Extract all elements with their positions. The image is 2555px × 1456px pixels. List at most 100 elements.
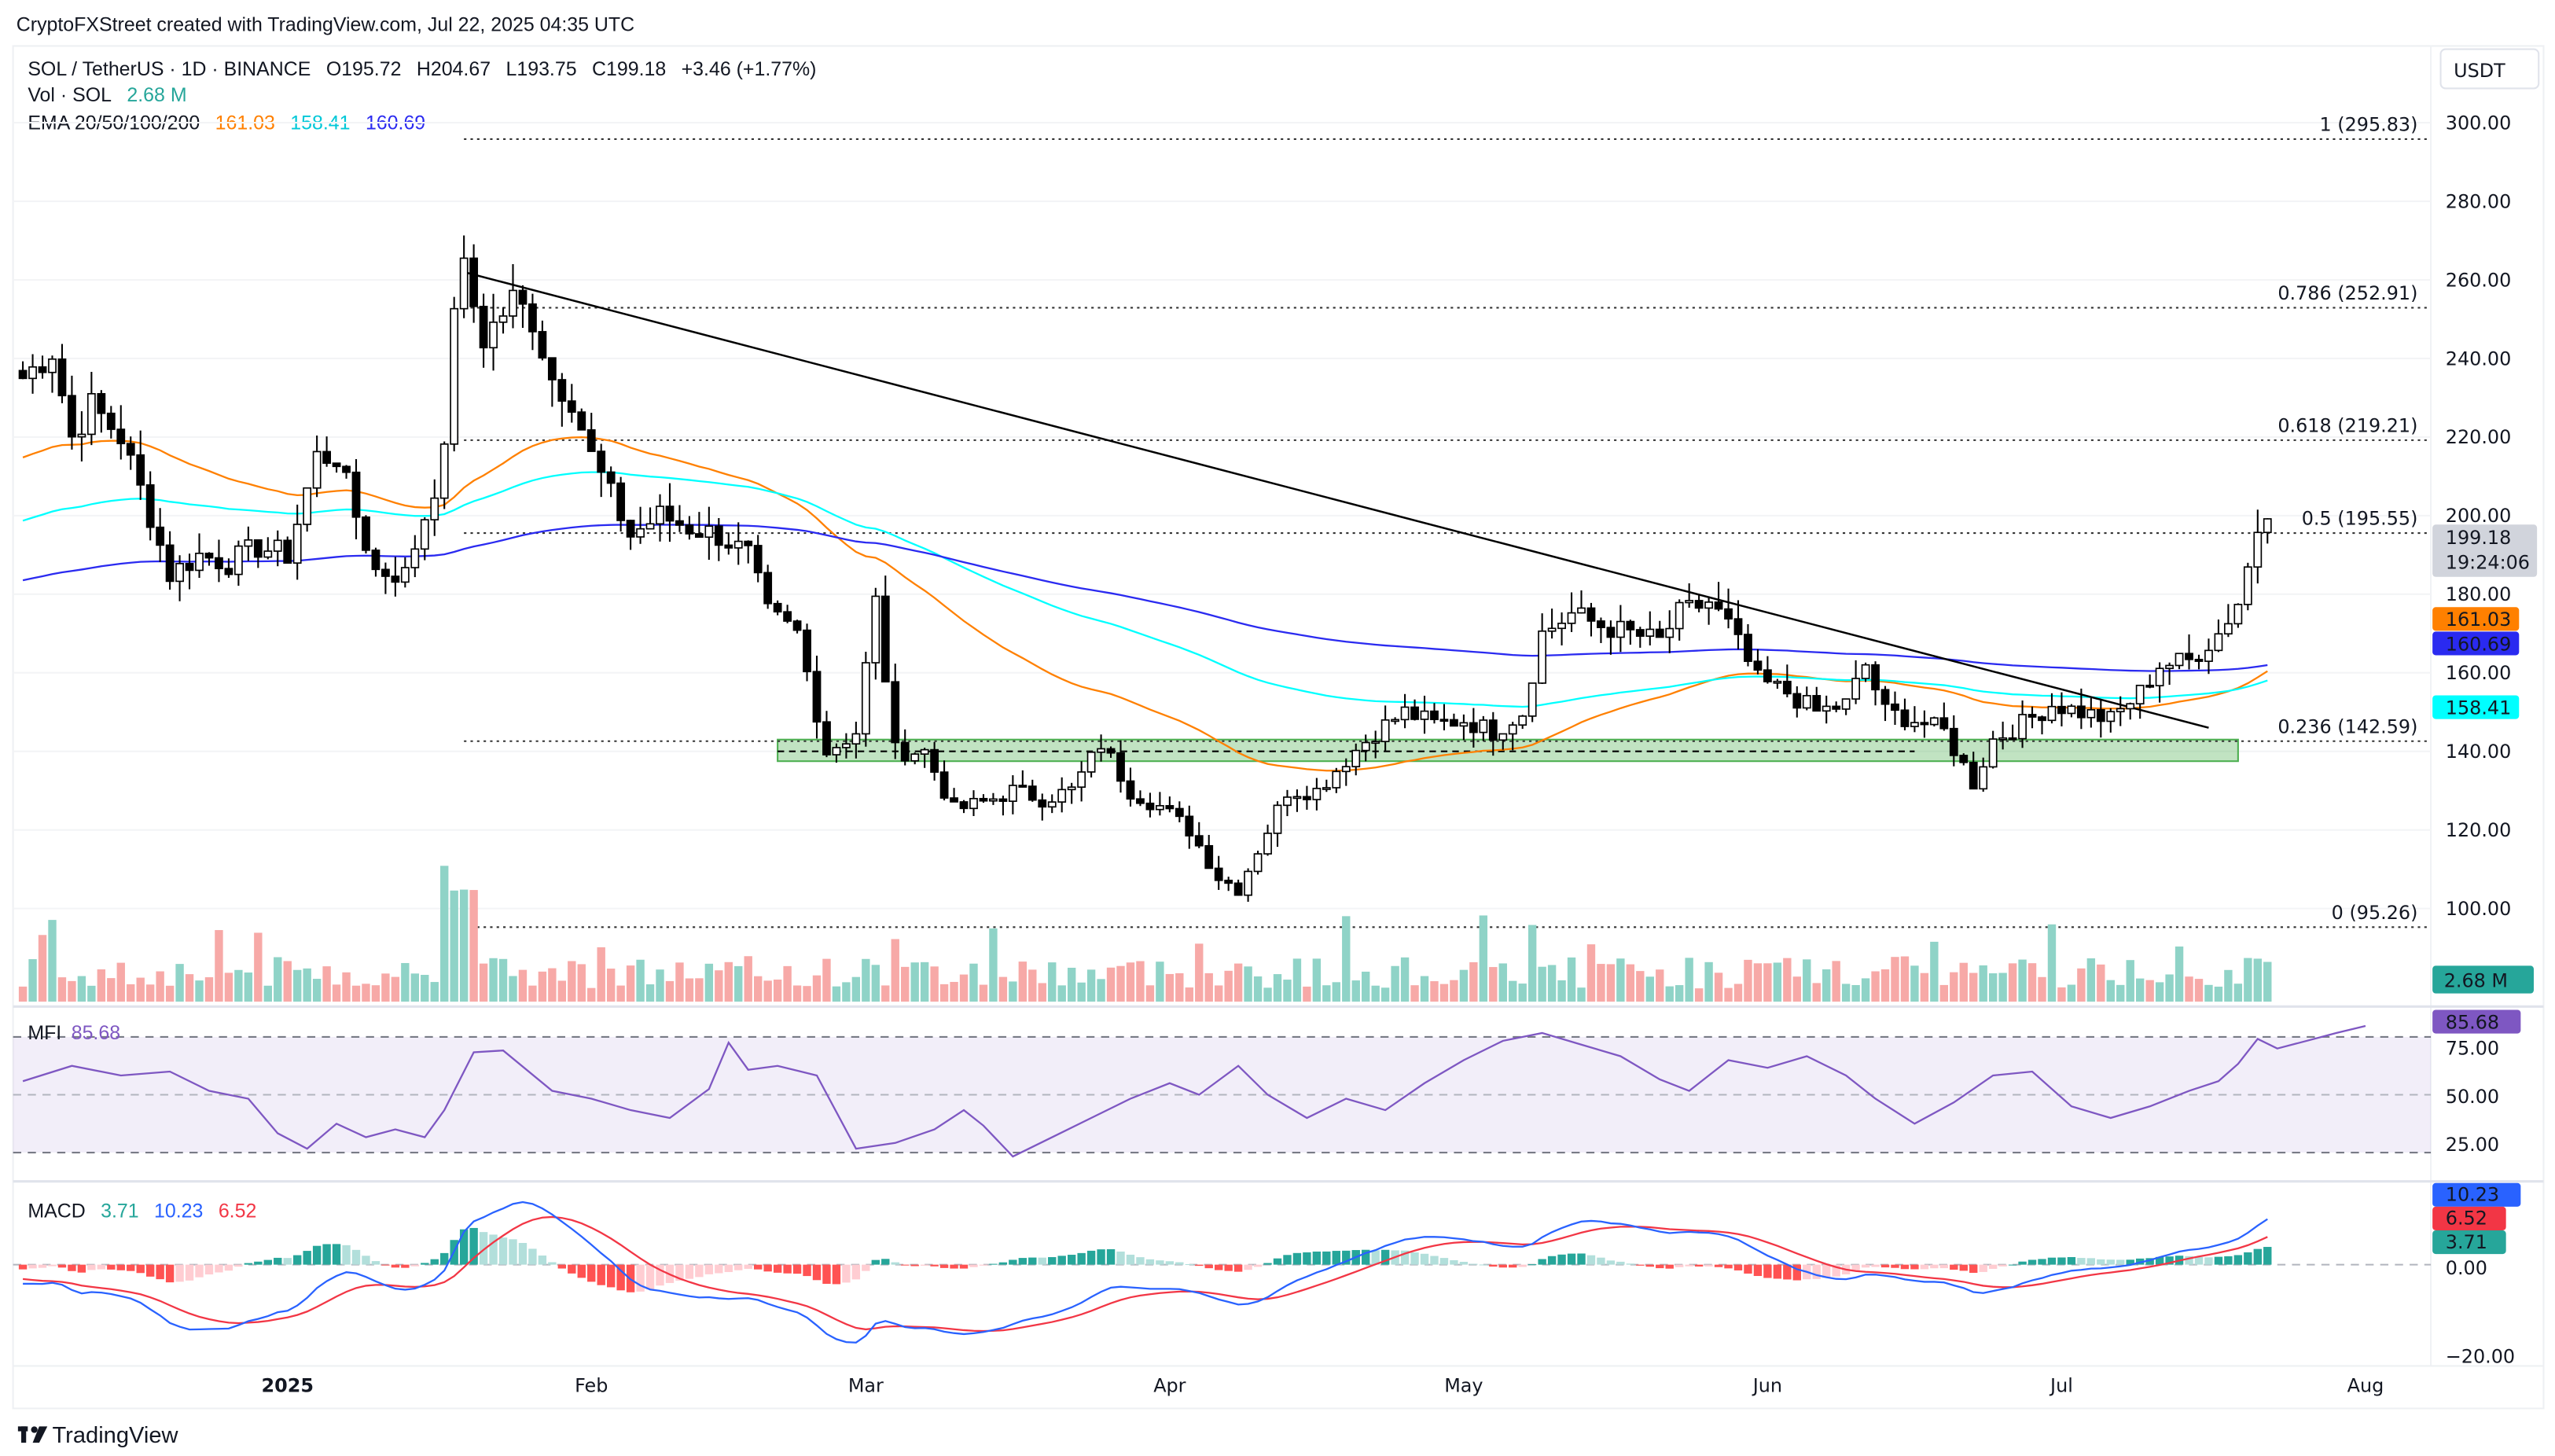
candle-body: [126, 443, 135, 456]
macd-histogram-bar: [2047, 1257, 2057, 1265]
candle: [2233, 603, 2243, 628]
macd-histogram-bar: [1685, 1264, 1693, 1267]
candle-body: [2067, 705, 2076, 715]
candle-body: [2116, 708, 2125, 713]
macd-histogram-bar: [195, 1264, 204, 1278]
macd-histogram-bar: [2233, 1255, 2243, 1265]
volume-bars: [18, 866, 2272, 1002]
candle: [675, 505, 684, 532]
candle-body: [2106, 711, 2116, 722]
candle-body: [1292, 796, 1302, 800]
volume-bar: [57, 977, 67, 1002]
macd-histogram-bar: [1704, 1264, 1713, 1267]
candle-body: [1685, 600, 1694, 604]
macd-legend-label: MACD: [28, 1200, 85, 1222]
candle-body: [1655, 628, 1664, 638]
currency-button[interactable]: [2439, 48, 2540, 90]
candle: [2165, 662, 2174, 686]
volume-bar: [1009, 981, 1017, 1002]
macd-histogram-bar: [263, 1259, 272, 1265]
candle: [900, 729, 910, 766]
candle-body: [322, 450, 332, 464]
volume-bar: [597, 947, 605, 1002]
grid: [13, 122, 2432, 910]
candle-body: [391, 575, 400, 583]
candle-body: [989, 798, 998, 802]
volume-bar: [812, 975, 822, 1002]
candle-body: [450, 307, 459, 445]
volume-bar: [2077, 968, 2086, 1002]
macd-histogram-bar: [734, 1264, 743, 1270]
volume-bar: [979, 984, 988, 1002]
volume-bar: [1861, 978, 1870, 1002]
candle-body: [1391, 719, 1400, 722]
macd-histogram-bar: [28, 1264, 37, 1269]
volume-bar: [1057, 985, 1066, 1002]
candle-body: [469, 257, 479, 307]
mfi-value: 85.68: [72, 1022, 120, 1044]
volume-bar: [38, 935, 47, 1002]
candle-body: [509, 289, 517, 317]
price-tick: 140.00: [2446, 741, 2512, 763]
macd-histogram-bar: [274, 1257, 282, 1265]
candle: [597, 443, 606, 498]
symbol-name[interactable]: SOL / TetherUS · 1D · BINANCE: [28, 58, 311, 80]
price-tick: 240.00: [2446, 347, 2512, 370]
macd-histogram-bar: [1332, 1251, 1341, 1265]
price-axis[interactable]: 300.00 280.00 260.00 240.00 220.00 200.00 180.…: [2432, 112, 2538, 994]
candle: [489, 293, 498, 371]
candle-body: [2204, 649, 2213, 662]
volume-bar: [1332, 982, 1341, 1002]
trendline[interactable]: [463, 270, 2209, 729]
macd-histogram-bar: [322, 1244, 331, 1265]
tradingview-logo[interactable]: TradingView: [17, 1423, 179, 1448]
price-tick: 220.00: [2446, 426, 2512, 448]
candle-body: [832, 747, 841, 756]
candle: [636, 506, 645, 544]
volume-bar: [1018, 961, 1028, 1002]
time-tick: Jul: [2049, 1375, 2073, 1397]
volume-bar: [479, 963, 488, 1002]
time-axis[interactable]: 2025 Feb Mar Apr May Jun Jul Aug: [262, 1375, 2384, 1397]
macd-histogram-bar: [254, 1261, 263, 1265]
candle: [626, 520, 635, 550]
volume-bar: [734, 965, 743, 1002]
macd-tag-text: 10.23: [2446, 1184, 2499, 1206]
volume-bar: [1233, 963, 1243, 1002]
candle-body: [1047, 801, 1057, 808]
candle-body: [1949, 727, 1958, 756]
candle: [1400, 693, 1410, 729]
macd-histogram-bar: [1636, 1264, 1645, 1266]
volume-bar: [185, 974, 194, 1002]
candle: [1567, 592, 1576, 632]
candle-body: [1273, 804, 1282, 834]
volume-bar: [1675, 985, 1684, 1002]
candle: [763, 564, 773, 609]
volume-bar: [1910, 965, 1919, 1002]
macd-histogram-bar: [763, 1264, 772, 1272]
volume-bar: [421, 975, 429, 1002]
price-tick: 160.00: [2446, 662, 2512, 684]
candle-body: [362, 516, 370, 551]
candle: [38, 355, 47, 379]
volume-legend[interactable]: Vol · SOL 2.68 M: [28, 84, 186, 106]
volume-bar: [1077, 982, 1086, 1002]
volume-bar: [362, 984, 370, 1002]
volume-bar: [1704, 961, 1713, 1002]
candle: [215, 539, 223, 583]
macd-histogram-bar: [724, 1264, 733, 1273]
macd-legend[interactable]: MACD 3.71 10.23 6.52: [28, 1200, 256, 1222]
candle-body: [2135, 684, 2145, 705]
mfi-legend[interactable]: MFI 85.68: [28, 1022, 120, 1044]
candle: [1479, 715, 1488, 741]
macd-histogram-bar: [1509, 1264, 1517, 1268]
ohlc-open: O195.72: [326, 58, 402, 80]
candle: [381, 562, 390, 594]
volume-bar: [1969, 973, 1978, 1002]
candle-body: [283, 539, 292, 564]
candle-body: [1891, 703, 1899, 711]
price-tick: 300.00: [2446, 112, 2512, 134]
macd-histogram-bar: [2253, 1248, 2262, 1265]
volume-bar: [1988, 973, 1998, 1002]
